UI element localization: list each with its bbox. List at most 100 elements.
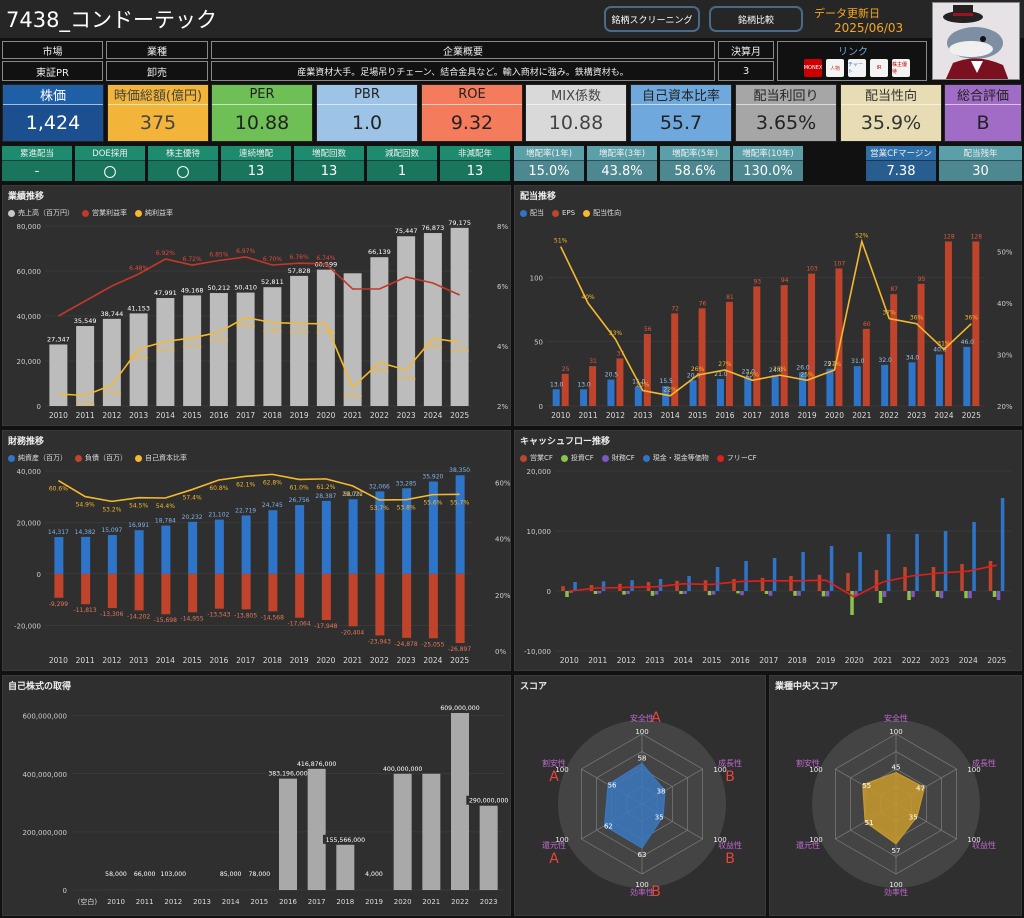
eps-bar <box>808 273 816 406</box>
industry-score-panel: 業種中央スコア 45 47 35 57 51 55 安全性 100 成長性 100 収益性 100 効率… <box>769 675 1022 916</box>
x-tick: 2010 <box>49 656 68 665</box>
dividend-label: 13.0 <box>577 381 591 388</box>
x-tick: 2014 <box>674 656 693 665</box>
radar-axis-label: 効率性 <box>630 887 654 897</box>
x-tick: 2011 <box>76 656 95 665</box>
cf-bar <box>825 591 830 597</box>
legend-free-cf: フリーCF <box>726 454 757 462</box>
debt-bar <box>188 573 198 613</box>
metric-label: 株価 <box>3 85 103 105</box>
net-assets-bar <box>241 515 251 574</box>
metric-value: 1,424 <box>3 105 103 141</box>
x-tick: 2021 <box>873 656 892 665</box>
net-margin-label: 4.25% <box>423 344 442 351</box>
op-margin-line <box>57 256 460 317</box>
op-margin-label: 6.70% <box>263 256 282 263</box>
payout-label: 23% <box>636 382 650 389</box>
net-margin-label: 4.74% <box>316 329 335 336</box>
x-tick: 2011 <box>579 411 598 420</box>
indicator-value: 58.6% <box>660 161 730 181</box>
link-icon-5[interactable]: 株主優待 <box>892 59 910 77</box>
legend-cash: 現金・現金等価物 <box>652 454 709 462</box>
dividend-legend: 配当 EPS 配当性向 <box>520 208 621 218</box>
cf-bar <box>846 573 850 591</box>
x-tick: 2021 <box>422 898 440 906</box>
x-tick: 2022 <box>902 656 921 665</box>
dividend-bar <box>908 362 916 406</box>
net-assets-label: 16,991 <box>128 522 149 529</box>
radar-grade: B <box>725 769 735 785</box>
payout-line <box>559 238 972 397</box>
debt-bar <box>321 573 331 621</box>
dividend-label: 20.5 <box>605 372 619 379</box>
net-margin-label: 2.70% <box>102 390 121 397</box>
link-icon-3[interactable]: チャート <box>848 59 866 77</box>
buyback-bar <box>422 773 441 890</box>
payout-label: 27% <box>718 361 732 368</box>
radar-axis-label: 効率性 <box>884 887 908 897</box>
debt-label: -17,064 <box>288 621 311 628</box>
payout-label: 52% <box>855 232 869 239</box>
cf-bar <box>569 591 573 593</box>
cf-bar <box>626 591 630 594</box>
compare-button[interactable]: 銘柄比較 <box>709 6 803 32</box>
legend-op-cf: 営業CF <box>530 454 553 462</box>
net-assets-label: 29,022 <box>342 491 363 498</box>
op-margin-label: 6.97% <box>236 248 255 255</box>
debt-bar <box>428 573 438 639</box>
net-margin-label: 2.35% <box>76 401 95 408</box>
indicator-card-11: 増配率(10年) 130.0% <box>733 146 803 181</box>
y-tick: 80,000 <box>17 223 42 231</box>
debt-label: -13,543 <box>207 612 230 619</box>
link-icon-1[interactable]: MONEX <box>804 59 822 77</box>
debt-label: -17,948 <box>314 623 337 630</box>
indicator-label: 増配率(5年) <box>660 146 730 161</box>
cf-bar <box>675 580 679 591</box>
debt-bar <box>214 573 224 609</box>
equity-ratio-label: 53.7% <box>370 505 389 512</box>
legend-dividend: 配当 <box>530 209 544 217</box>
indicator-label: 連続増配 <box>221 146 291 161</box>
cf-bar <box>992 591 997 597</box>
fiscal-label: 決算月 <box>718 41 774 59</box>
x-tick: 2015 <box>688 411 707 420</box>
metric-label: ROE <box>422 85 522 105</box>
dividend-label: 21.0 <box>714 371 728 378</box>
link-icon-2[interactable]: 人物 <box>826 59 844 77</box>
sales-bar <box>156 298 175 406</box>
net-assets-bar <box>188 521 198 574</box>
earnings-legend: 売上高（百万円） 営業利益率 純利益率 <box>8 208 173 218</box>
debt-bar <box>402 573 412 638</box>
eps-label: 56 <box>644 326 652 333</box>
metric-card-5: ROE 9.32 <box>421 84 523 142</box>
financial-chart: -20,000 0 20,000 40,000 0% 20% 40% 60% 14,317 -9,… <box>14 467 510 665</box>
screening-button[interactable]: 銘柄スクリーニング <box>604 6 700 32</box>
equity-ratio-label: 60.8% <box>209 485 228 492</box>
equity-ratio-label: 54.4% <box>156 503 175 510</box>
net-assets-label: 21,102 <box>208 512 229 519</box>
legend-net-margin: 純利益率 <box>145 209 173 217</box>
op-margin-label: 6.72% <box>183 256 202 263</box>
link-icon-4[interactable]: IR <box>870 59 888 77</box>
cashflow-panel: キャッシュフロー推移 営業CF 投資CF 財務CF 現金・現金等価物 フリーCF… <box>514 430 1022 671</box>
eps-bar <box>972 241 980 406</box>
legend-eps: EPS <box>562 209 576 217</box>
cf-bar <box>573 582 577 591</box>
cf-bar <box>768 591 773 596</box>
cf-bar <box>593 591 598 594</box>
dividend-label: 15.5 <box>660 378 674 385</box>
net-assets-bar <box>295 505 305 574</box>
buyback-label: 155,566,000 <box>326 837 365 844</box>
y-tick: -10,000 <box>524 648 551 656</box>
eps-label: 128 <box>943 233 955 240</box>
x-tick: 2013 <box>645 656 664 665</box>
indicator-value: 7.38 <box>866 161 936 181</box>
net-assets-label: 15,097 <box>101 527 122 534</box>
indicator-card-13: 配当残年 30 <box>939 146 1022 181</box>
legend-equity-ratio: 自己資本比率 <box>145 454 187 462</box>
eps-bar <box>835 268 843 406</box>
net-margin-label: 4.46% <box>209 337 228 344</box>
eps-bar <box>698 308 706 406</box>
net-assets-label: 24,745 <box>262 502 283 509</box>
link-icons: MONEX 人物 チャート IR 株主優待 <box>804 59 910 77</box>
